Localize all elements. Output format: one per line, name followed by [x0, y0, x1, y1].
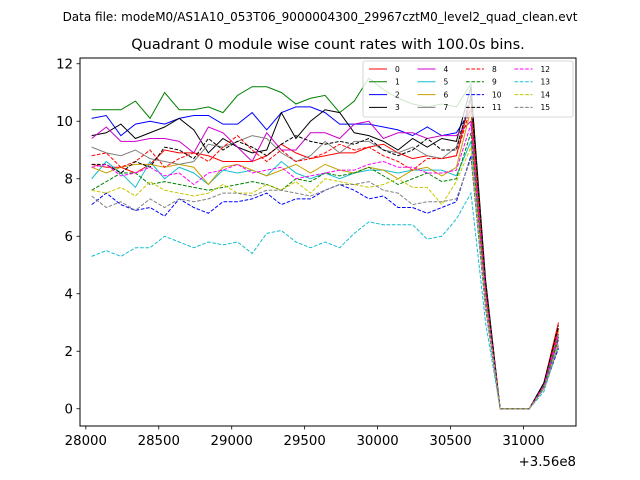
legend-label-14: 14 [541, 90, 551, 99]
legend-label-5: 5 [444, 78, 449, 87]
y-tick-label: 2 [65, 345, 73, 360]
x-tick-label: 29500 [284, 434, 326, 449]
x-tick-label: 28000 [65, 434, 107, 449]
series-line-5 [91, 141, 559, 410]
legend-label-1: 1 [395, 78, 400, 87]
y-tick-label: 12 [56, 58, 73, 73]
figure-suptitle: Data file: modeM0/AS1A10_053T06_90000043… [63, 10, 578, 24]
y-tick-label: 0 [65, 403, 73, 418]
x-tick-label: 31000 [502, 434, 544, 449]
series-line-6 [91, 109, 559, 410]
axes-frame [79, 57, 577, 427]
legend-box [362, 60, 574, 118]
legend-label-15: 15 [541, 103, 551, 112]
series-line-11 [91, 95, 559, 410]
x-axis-offset-label: +3.56e8 [519, 455, 576, 470]
series-line-3 [91, 86, 559, 410]
legend-label-8: 8 [492, 65, 497, 74]
legend-label-9: 9 [492, 78, 497, 87]
x-tick-label: 28500 [138, 434, 180, 449]
series-line-2 [91, 106, 559, 410]
legend-label-0: 0 [395, 65, 400, 74]
legend-label-7: 7 [444, 103, 449, 112]
series-line-14 [91, 146, 559, 410]
series-line-13 [91, 191, 559, 410]
legend-label-2: 2 [395, 90, 400, 99]
series-line-15 [91, 158, 559, 410]
series-line-9 [91, 132, 559, 410]
legend-label-10: 10 [492, 90, 502, 99]
series-line-0 [91, 98, 559, 410]
series-layer [91, 77, 559, 410]
x-tick-label: 29000 [211, 434, 253, 449]
legend-label-4: 4 [444, 65, 449, 74]
series-line-12 [91, 123, 559, 410]
y-tick-label: 8 [65, 173, 73, 188]
y-tick-label: 6 [65, 230, 73, 245]
x-tick-label: 30000 [356, 434, 398, 449]
legend-label-3: 3 [395, 103, 400, 112]
series-line-8 [91, 106, 559, 410]
x-axis: 28000 28500 29000 29500 30000 30500 31000 [65, 426, 545, 449]
x-tick-label: 30500 [429, 434, 471, 449]
chart-title: Quadrant 0 module wise count rates with … [131, 37, 525, 53]
y-tick-label: 10 [56, 115, 73, 130]
legend-label-12: 12 [541, 65, 551, 74]
y-axis: 0 2 4 6 8 10 12 [56, 58, 80, 418]
series-line-7 [91, 98, 559, 410]
legend-label-11: 11 [492, 103, 502, 112]
series-line-10 [91, 155, 559, 410]
y-tick-label: 4 [65, 288, 73, 303]
legend-label-6: 6 [444, 90, 449, 99]
legend-label-13: 13 [541, 78, 551, 87]
